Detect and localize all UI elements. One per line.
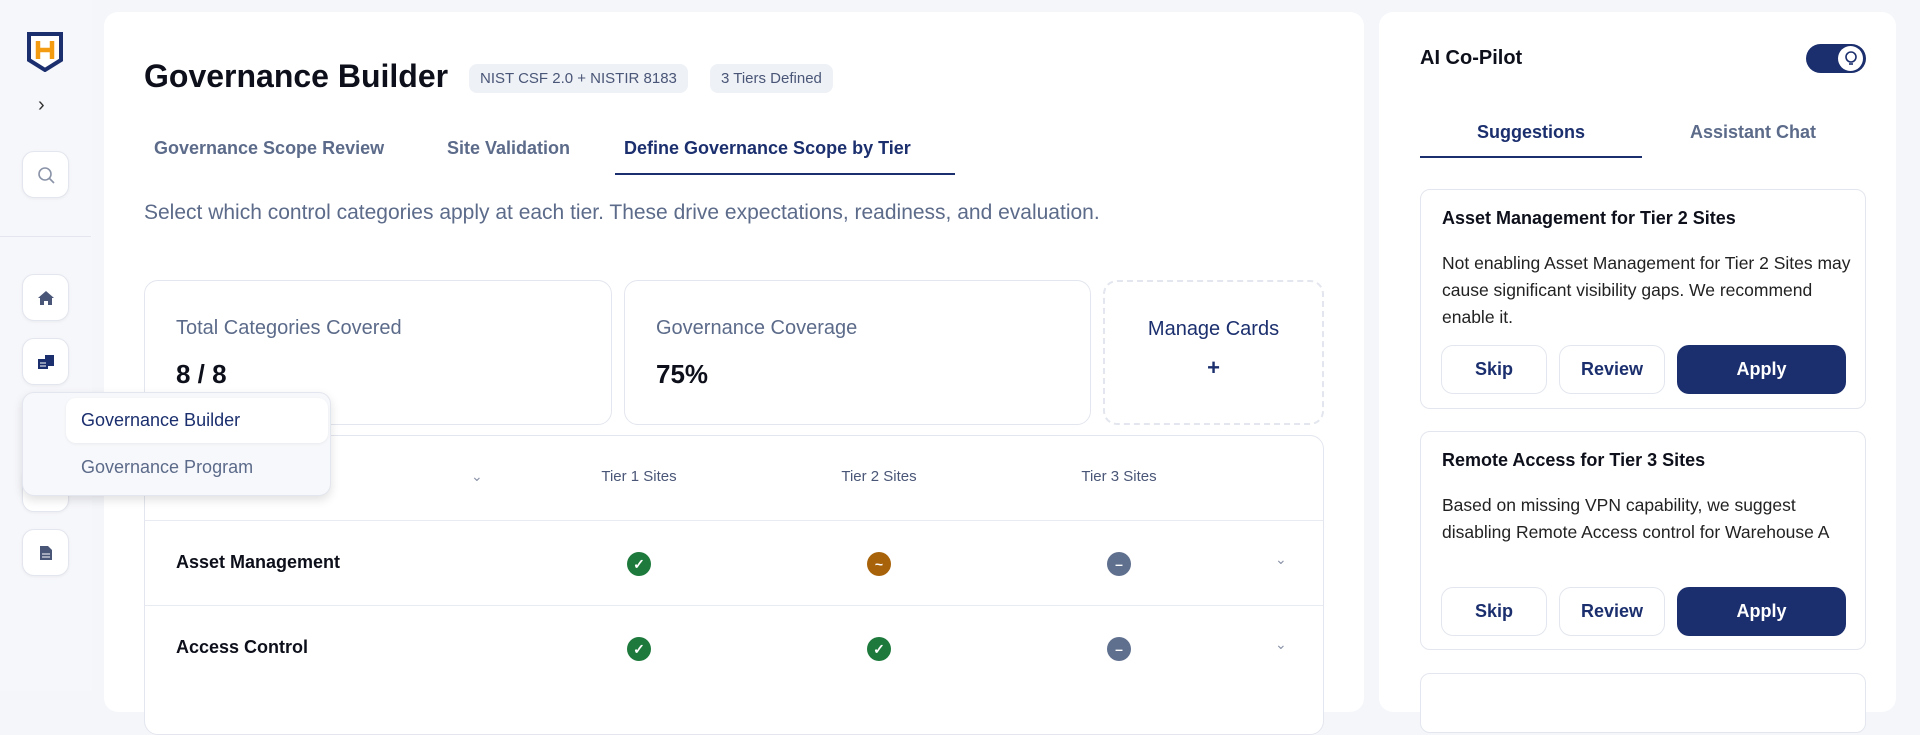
column-header: Tier 2 Sites — [841, 468, 917, 485]
documents-button[interactable] — [22, 338, 69, 385]
chevron-down-icon[interactable]: ⌄ — [1275, 636, 1287, 652]
menu-item-governance-builder[interactable]: Governance Builder — [66, 398, 328, 443]
copilot-toggle[interactable] — [1806, 44, 1866, 73]
suggestion-card — [1420, 673, 1866, 733]
menu-item-governance-program[interactable]: Governance Program — [81, 457, 254, 477]
minus-icon[interactable]: – — [1107, 552, 1131, 576]
column-header: Tier 1 Sites — [601, 468, 677, 485]
manage-cards-label: Manage Cards — [1147, 318, 1280, 340]
suggestion-title: Asset Management for Tier 2 Sites — [1442, 208, 1736, 228]
tiers-badge: 3 Tiers Defined — [710, 64, 833, 93]
review-button[interactable]: Review — [1559, 587, 1665, 636]
sidebar: › — [0, 0, 92, 691]
nav-popup-menu: Governance Builder Governance Program — [22, 392, 331, 496]
table-row[interactable]: Access Control ✓ ✓ – ⌄ — [145, 605, 1323, 690]
tab-governance-scope-review[interactable]: Governance Scope Review — [154, 138, 385, 158]
apply-button[interactable]: Apply — [1677, 587, 1846, 636]
tier-scope-table: ⌄ Tier 1 Sites Tier 2 Sites Tier 3 Sites… — [144, 435, 1324, 735]
home-icon — [37, 290, 54, 305]
tab-suggestions[interactable]: Suggestions — [1476, 122, 1585, 142]
category-name: Asset Management — [176, 552, 341, 572]
stat-label: Governance Coverage — [656, 317, 858, 339]
lightbulb-icon — [1838, 46, 1863, 71]
home-button[interactable] — [22, 274, 69, 321]
suggestion-title: Remote Access for Tier 3 Sites — [1442, 450, 1706, 470]
ai-copilot-panel: AI Co-Pilot Suggestions Assistant Chat A… — [1379, 12, 1896, 733]
category-name: Access Control — [176, 637, 309, 657]
table-row[interactable]: Asset Management ✓ ~ – ⌄ — [145, 520, 1323, 605]
review-button[interactable]: Review — [1559, 345, 1665, 394]
check-icon[interactable]: ✓ — [627, 552, 651, 576]
tab-assistant-chat[interactable]: Assistant Chat — [1689, 122, 1817, 142]
suggestion-card: Remote Access for Tier 3 Sites Based on … — [1420, 431, 1866, 650]
suggestion-body: Based on missing VPN capability, we sugg… — [1442, 495, 1830, 542]
stat-label: Total Categories Covered — [176, 317, 402, 339]
stat-card-coverage: Governance Coverage 75% — [624, 280, 1091, 425]
search-icon — [37, 166, 55, 184]
stat-value: 8 / 8 — [176, 359, 227, 389]
search-button[interactable] — [22, 151, 69, 198]
suggestion-card: Asset Management for Tier 2 Sites Not en… — [1420, 189, 1866, 409]
skip-button[interactable]: Skip — [1441, 587, 1547, 636]
column-header: Tier 3 Sites — [1081, 468, 1157, 485]
framework-badge: NIST CSF 2.0 + NISTIR 8183 — [469, 64, 688, 93]
skip-button[interactable]: Skip — [1441, 345, 1547, 394]
check-icon[interactable]: ✓ — [867, 637, 891, 661]
active-tab-underline — [615, 173, 955, 175]
tab-site-validation[interactable]: Site Validation — [447, 138, 571, 158]
apply-button[interactable]: Apply — [1677, 345, 1846, 394]
divider — [0, 236, 91, 237]
chevron-right-icon[interactable]: › — [38, 94, 45, 116]
file-button[interactable] — [22, 529, 69, 576]
file-icon — [39, 545, 52, 560]
manage-cards-button[interactable]: Manage Cards + — [1103, 280, 1324, 425]
plus-icon: + — [1207, 355, 1220, 380]
partial-icon[interactable]: ~ — [867, 552, 891, 576]
suggestion-body: Not enabling Asset Management for Tier 2… — [1442, 253, 1851, 327]
documents-icon — [37, 354, 54, 369]
minus-icon[interactable]: – — [1107, 637, 1131, 661]
chevron-down-icon[interactable]: ⌄ — [471, 468, 483, 484]
tab-define-scope-by-tier[interactable]: Define Governance Scope by Tier — [624, 138, 911, 158]
active-tab-underline — [1420, 156, 1642, 158]
logo-icon — [27, 32, 63, 72]
page-description: Select which control categories apply at… — [144, 201, 1100, 224]
copilot-title: AI Co-Pilot — [1420, 47, 1523, 69]
stat-value: 75% — [656, 359, 709, 389]
check-icon[interactable]: ✓ — [627, 637, 651, 661]
chevron-down-icon[interactable]: ⌄ — [1275, 551, 1287, 567]
page-title: Governance Builder — [144, 58, 449, 94]
